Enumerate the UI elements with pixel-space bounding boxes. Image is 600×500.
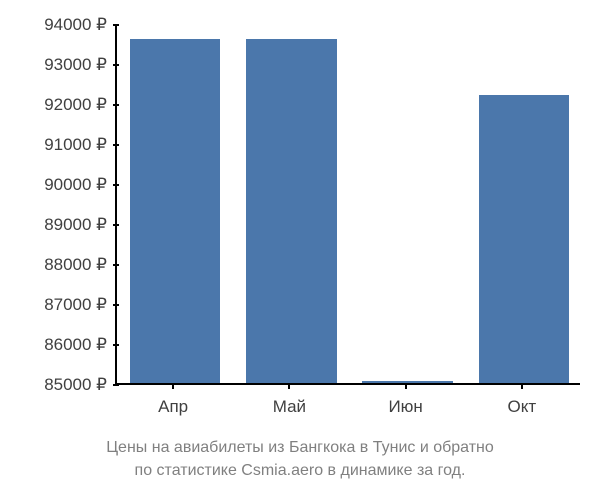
bar bbox=[130, 39, 221, 383]
chart-caption: Цены на авиабилеты из Бангкока в Тунис и… bbox=[0, 437, 600, 482]
x-tick-label: Май bbox=[273, 397, 306, 417]
y-tick-mark bbox=[113, 224, 119, 226]
y-tick-label: 85000 ₽ bbox=[44, 375, 107, 395]
y-tick-mark bbox=[113, 384, 119, 386]
x-axis: Апр Май Июн Окт bbox=[115, 385, 580, 425]
y-tick-mark bbox=[113, 344, 119, 346]
y-tick-mark bbox=[113, 64, 119, 66]
y-tick-mark bbox=[113, 184, 119, 186]
plot-area bbox=[115, 25, 580, 385]
y-tick-label: 88000 ₽ bbox=[44, 255, 107, 275]
y-tick-mark bbox=[113, 144, 119, 146]
y-tick-label: 92000 ₽ bbox=[44, 95, 107, 115]
x-tick-mark bbox=[288, 383, 290, 389]
y-axis: 85000 ₽86000 ₽87000 ₽88000 ₽89000 ₽90000… bbox=[10, 25, 115, 385]
x-tick-label: Окт bbox=[508, 397, 537, 417]
bar bbox=[246, 39, 337, 383]
y-tick-label: 87000 ₽ bbox=[44, 295, 107, 315]
y-tick-mark bbox=[113, 264, 119, 266]
x-tick-label: Апр bbox=[158, 397, 188, 417]
price-chart: 85000 ₽ 86000 ₽ 87000 ₽ 88000 ₽ 89000 ₽ 90000… bbox=[10, 10, 590, 430]
x-tick-mark bbox=[521, 383, 523, 389]
bar bbox=[362, 381, 453, 383]
y-tick-label: 86000 ₽ bbox=[44, 335, 107, 355]
y-tick-label: 89000 ₽ bbox=[44, 215, 107, 235]
y-tick-label: 94000 ₽ bbox=[44, 15, 107, 35]
y-tick-label: 93000 ₽ bbox=[44, 55, 107, 75]
caption-line1: Цены на авиабилеты из Бангкока в Тунис и… bbox=[106, 439, 494, 456]
y-tick-mark bbox=[113, 304, 119, 306]
bar bbox=[479, 95, 570, 383]
x-tick-label: Июн bbox=[388, 397, 422, 417]
y-tick-label: 90000 ₽ bbox=[44, 175, 107, 195]
y-tick-mark bbox=[113, 24, 119, 26]
y-tick-label: 91000 ₽ bbox=[44, 135, 107, 155]
x-tick-mark bbox=[405, 383, 407, 389]
x-tick-mark bbox=[172, 383, 174, 389]
caption-line2: по статистике Csmia.aero в динамике за г… bbox=[135, 462, 466, 479]
y-tick-mark bbox=[113, 104, 119, 106]
